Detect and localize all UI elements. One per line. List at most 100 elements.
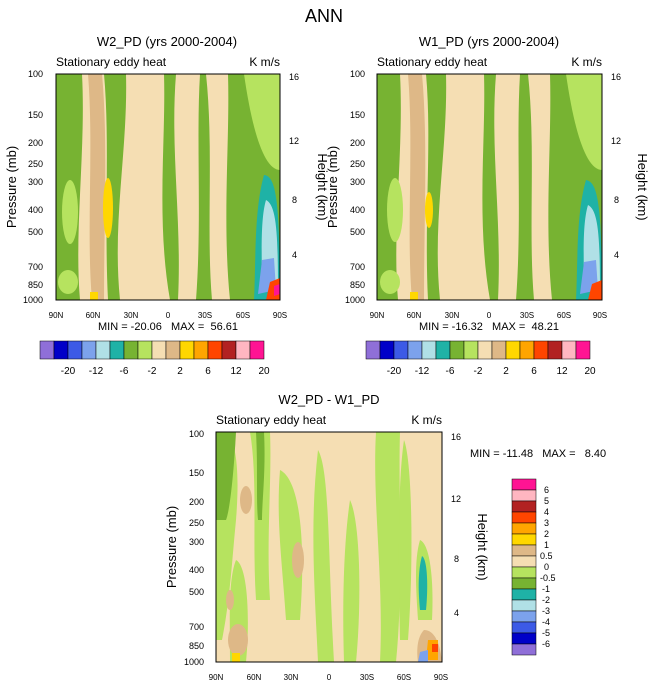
x-axis: 90N 60N 30N 0 30S 60S 90S xyxy=(370,311,607,320)
x-tick: 60S xyxy=(236,311,250,320)
y-tick: 200 xyxy=(189,497,204,507)
cb-swatch xyxy=(365,340,381,360)
cb-swatch xyxy=(449,340,465,360)
x-tick: 30N xyxy=(445,311,460,320)
y-tick: 100 xyxy=(350,69,365,79)
y-tick-right: 12 xyxy=(451,494,461,504)
cb-label: 0 xyxy=(544,562,549,572)
y-tick-right: 4 xyxy=(292,250,297,260)
panel-w2: W2_PD (yrs 2000-2004) Stationary eddy he… xyxy=(4,34,330,377)
cb-labels: -20 -12 -6 -2 2 6 12 20 xyxy=(387,366,596,377)
cb-swatch xyxy=(511,610,537,623)
cb-swatch xyxy=(165,340,181,360)
cb-swatch xyxy=(53,340,69,360)
cb-swatch xyxy=(575,340,591,360)
cb-label: 2 xyxy=(503,366,509,377)
cb-swatch xyxy=(511,533,537,546)
cb-label: -3 xyxy=(542,606,550,616)
x-tick: 60S xyxy=(557,311,571,320)
cb-swatches xyxy=(365,340,591,360)
y-tick: 300 xyxy=(189,537,204,547)
colorbar-vertical: 6 5 4 3 2 1 0.5 0 -0.5 -1 -2 -3 -4 -5 -6 xyxy=(511,478,556,656)
x-tick: 30S xyxy=(198,311,212,320)
cb-label: 6 xyxy=(544,485,549,495)
cb-label: -20 xyxy=(61,366,76,377)
cb-label: 3 xyxy=(544,518,549,528)
cb-swatch xyxy=(519,340,535,360)
x-tick: 30S xyxy=(360,673,374,682)
panel-title: W2_PD - W1_PD xyxy=(278,392,379,407)
cb-swatch xyxy=(179,340,195,360)
y-tick: 1000 xyxy=(345,295,365,305)
y-tick: 700 xyxy=(189,622,204,632)
y-tick-right: 8 xyxy=(454,554,459,564)
cb-swatch xyxy=(491,340,507,360)
y-axis-label: Pressure (mb) xyxy=(4,146,19,228)
cb-label: -2 xyxy=(474,366,483,377)
cb-label: -6 xyxy=(542,639,550,649)
cb-swatch xyxy=(379,340,395,360)
cb-swatch xyxy=(511,632,537,645)
y-axis-label-right: Height (km) xyxy=(475,513,490,580)
y-tick: 250 xyxy=(28,159,43,169)
y-tick: 100 xyxy=(28,69,43,79)
cb-swatch xyxy=(511,643,537,656)
plot-frame xyxy=(376,73,603,301)
cb-swatch xyxy=(511,555,537,568)
cb-swatch xyxy=(547,340,563,360)
cb-swatch xyxy=(511,500,537,513)
cb-label: -6 xyxy=(120,366,129,377)
y-axis-right: 16 12 8 4 xyxy=(451,432,461,618)
right-string: K m/s xyxy=(571,55,602,69)
cb-swatch xyxy=(137,340,153,360)
cb-swatch xyxy=(511,588,537,601)
contour-field xyxy=(377,74,602,300)
y-axis-right: 16 12 8 4 xyxy=(289,72,299,260)
x-tick: 60N xyxy=(407,311,422,320)
cb-label: 4 xyxy=(544,507,549,517)
x-tick: 60N xyxy=(86,311,101,320)
y-tick: 500 xyxy=(28,227,43,237)
cb-label: -2 xyxy=(542,595,550,605)
stats-label: MIN = -20.06 MAX = 56.61 xyxy=(98,321,238,333)
y-tick-right: 12 xyxy=(611,136,621,146)
cb-label: 2 xyxy=(544,529,549,539)
x-tick: 60S xyxy=(397,673,411,682)
cb-label: -12 xyxy=(89,366,104,377)
x-tick: 0 xyxy=(327,673,332,682)
right-string: K m/s xyxy=(411,413,442,427)
cb-swatch xyxy=(123,340,139,360)
cb-swatch xyxy=(235,340,251,360)
cb-swatch xyxy=(393,340,409,360)
y-tick: 150 xyxy=(350,110,365,120)
cb-label: 20 xyxy=(584,366,596,377)
cb-label: 6 xyxy=(531,366,537,377)
y-axis-label: Pressure (mb) xyxy=(164,506,179,588)
contour-field xyxy=(216,432,442,662)
cb-label: 0.5 xyxy=(540,551,553,561)
cb-swatch xyxy=(39,340,55,360)
x-tick: 0 xyxy=(487,311,492,320)
left-string: Stationary eddy heat xyxy=(56,55,167,69)
cb-label: -12 xyxy=(415,366,430,377)
cb-label: -0.5 xyxy=(540,573,556,583)
cb-swatch xyxy=(193,340,209,360)
cb-swatch xyxy=(81,340,97,360)
cb-swatch xyxy=(511,577,537,590)
cb-swatch xyxy=(435,340,451,360)
cb-label: 1 xyxy=(544,540,549,550)
cb-swatch xyxy=(505,340,521,360)
x-axis: 90N 60N 30N 0 30S 60S 90S xyxy=(209,673,448,682)
cb-label: -6 xyxy=(446,366,455,377)
cb-label: 12 xyxy=(230,366,242,377)
y-axis-left: 100 150 200 250 300 400 500 700 850 1000 xyxy=(345,69,365,305)
plot-frame xyxy=(215,431,443,663)
panel-title: W2_PD (yrs 2000-2004) xyxy=(97,34,237,49)
y-tick: 700 xyxy=(350,262,365,272)
y-axis-label: Pressure (mb) xyxy=(325,146,340,228)
x-tick: 30S xyxy=(520,311,534,320)
x-axis: 90N 60N 30N 0 30S 60S 90S xyxy=(49,311,287,320)
y-tick: 200 xyxy=(350,138,365,148)
panel-title: W1_PD (yrs 2000-2004) xyxy=(419,34,559,49)
